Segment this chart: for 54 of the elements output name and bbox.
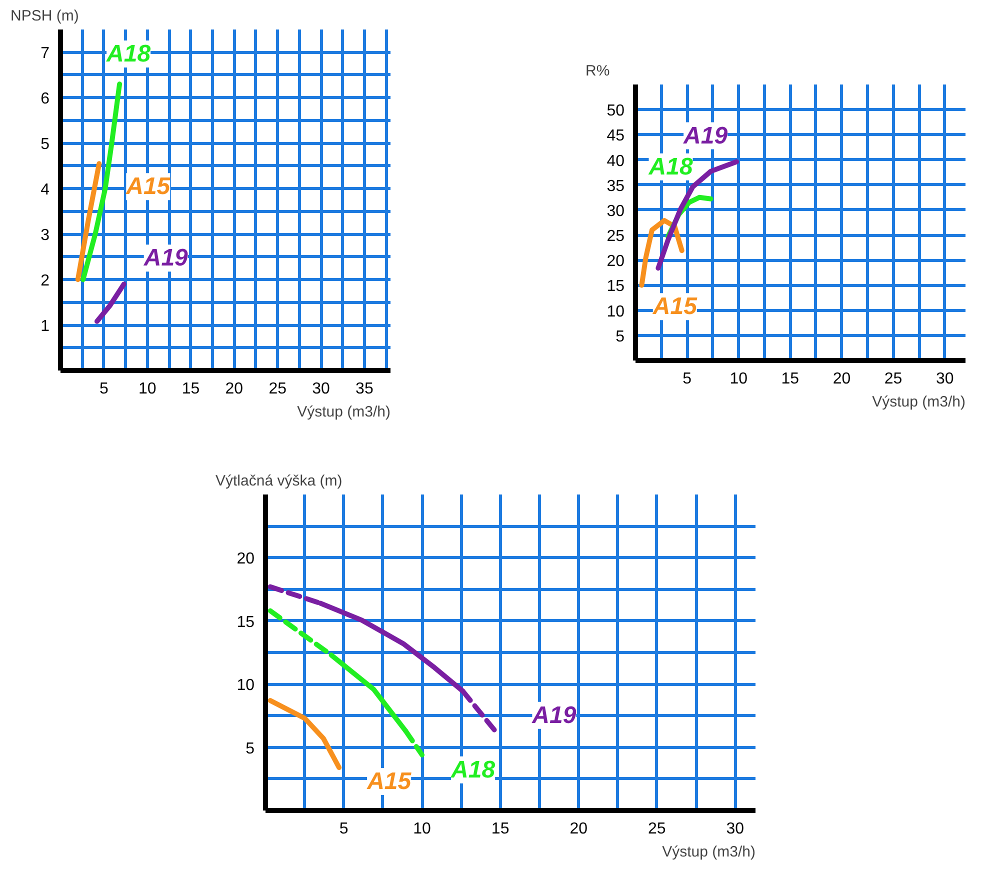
y-tick-label: 20 [236,550,255,568]
y-tick-label: 50 [606,102,625,120]
x-tick-label: 25 [884,370,902,388]
series-label: A15 [652,293,698,320]
y-tick-label: 3 [40,227,50,244]
series-label: A18 [450,756,496,784]
y-tick-label: 20 [606,253,625,270]
y-tick-label: 35 [606,178,625,195]
y-tick-label: 10 [606,303,625,320]
x-tick-label: 20 [225,380,244,398]
x-tick-label: 15 [781,370,800,388]
y-axis-title: Výtlačná výška (m) [216,472,342,490]
x-tick-label: 30 [726,820,744,838]
series-label: A18 [648,153,694,180]
y-tick-label: 30 [606,202,625,220]
y-tick-label: 5 [40,136,50,154]
x-tick-label: 30 [936,370,954,388]
y-tick-label: 15 [236,614,255,631]
x-tick-label: 5 [339,820,348,838]
y-axis-title: NPSH (m) [10,8,79,24]
x-axis-title: Výstup (m3/h) [297,404,391,420]
x-axis-title: Výstup (m3/h) [662,844,756,860]
y-tick-label: 2 [40,272,50,290]
x-tick-label: 10 [730,370,748,388]
x-tick-label: 35 [356,380,374,398]
x-tick-label: 5 [682,370,692,388]
x-tick-label: 15 [491,820,510,838]
series-label: A18 [106,40,152,68]
x-tick-label: 25 [648,820,666,838]
x-tick-label: 25 [268,380,287,398]
x-tick-label: 10 [138,380,156,398]
y-tick-label: 5 [246,740,255,758]
y-axis-title: R% [586,62,610,80]
y-tick-label: 40 [606,152,625,170]
y-tick-label: 10 [236,677,255,694]
x-tick-label: 20 [832,370,851,388]
y-tick-label: 25 [606,228,625,246]
y-tick-label: 4 [40,182,50,199]
x-tick-label: 20 [570,820,588,838]
x-tick-label: 30 [312,380,330,398]
x-axis-title: Výstup (m3/h) [872,394,966,410]
series-label: A19 [142,244,189,272]
y-tick-label: 7 [40,45,50,62]
y-tick-label: 15 [606,278,625,296]
series-label: A19 [682,122,728,150]
y-tick-label: 6 [40,90,50,108]
x-tick-label: 5 [99,380,108,398]
y-tick-label: 45 [606,128,625,145]
x-tick-label: 15 [182,380,200,398]
y-tick-label: 1 [40,318,50,336]
series-label: A19 [531,702,577,729]
series-label: A15 [366,768,412,796]
x-tick-label: 10 [413,820,432,838]
y-tick-label: 5 [616,328,625,346]
